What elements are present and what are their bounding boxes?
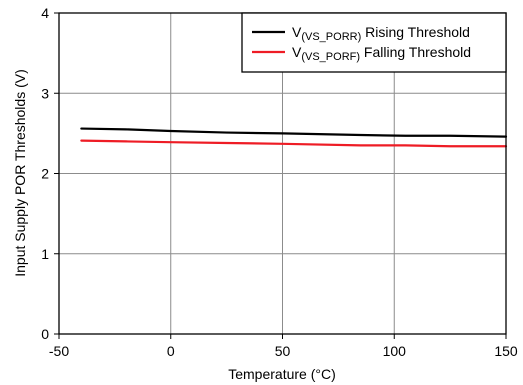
x-axis-label: Temperature (°C) <box>228 366 336 382</box>
y-axis-label: Input Supply POR Thresholds (V) <box>12 69 28 277</box>
y-tick-labels: 0 1 2 3 4 <box>41 5 59 342</box>
y-tick-label: 1 <box>41 246 49 262</box>
legend-box <box>241 12 507 73</box>
x-tick-label: 100 <box>383 343 407 359</box>
x-tick-label: 0 <box>167 343 175 359</box>
x-tick-label: 150 <box>494 343 518 359</box>
series-line-rising <box>80 127 508 138</box>
y-tick-label: 3 <box>41 85 49 101</box>
series-layer <box>80 127 508 148</box>
y-tick-label: 0 <box>41 326 49 342</box>
x-tick-labels: -50 0 50 100 150 <box>49 334 518 359</box>
x-tick-label: 50 <box>275 343 291 359</box>
y-tick-label: 2 <box>41 166 49 182</box>
x-tick-label: -50 <box>49 343 69 359</box>
y-tick-label: 4 <box>41 5 49 21</box>
legend-label: V(VS_PORF) Falling Threshold <box>292 44 471 63</box>
legend-label: V(VS_PORR) Rising Threshold <box>292 24 470 43</box>
series-line-falling <box>80 139 508 148</box>
